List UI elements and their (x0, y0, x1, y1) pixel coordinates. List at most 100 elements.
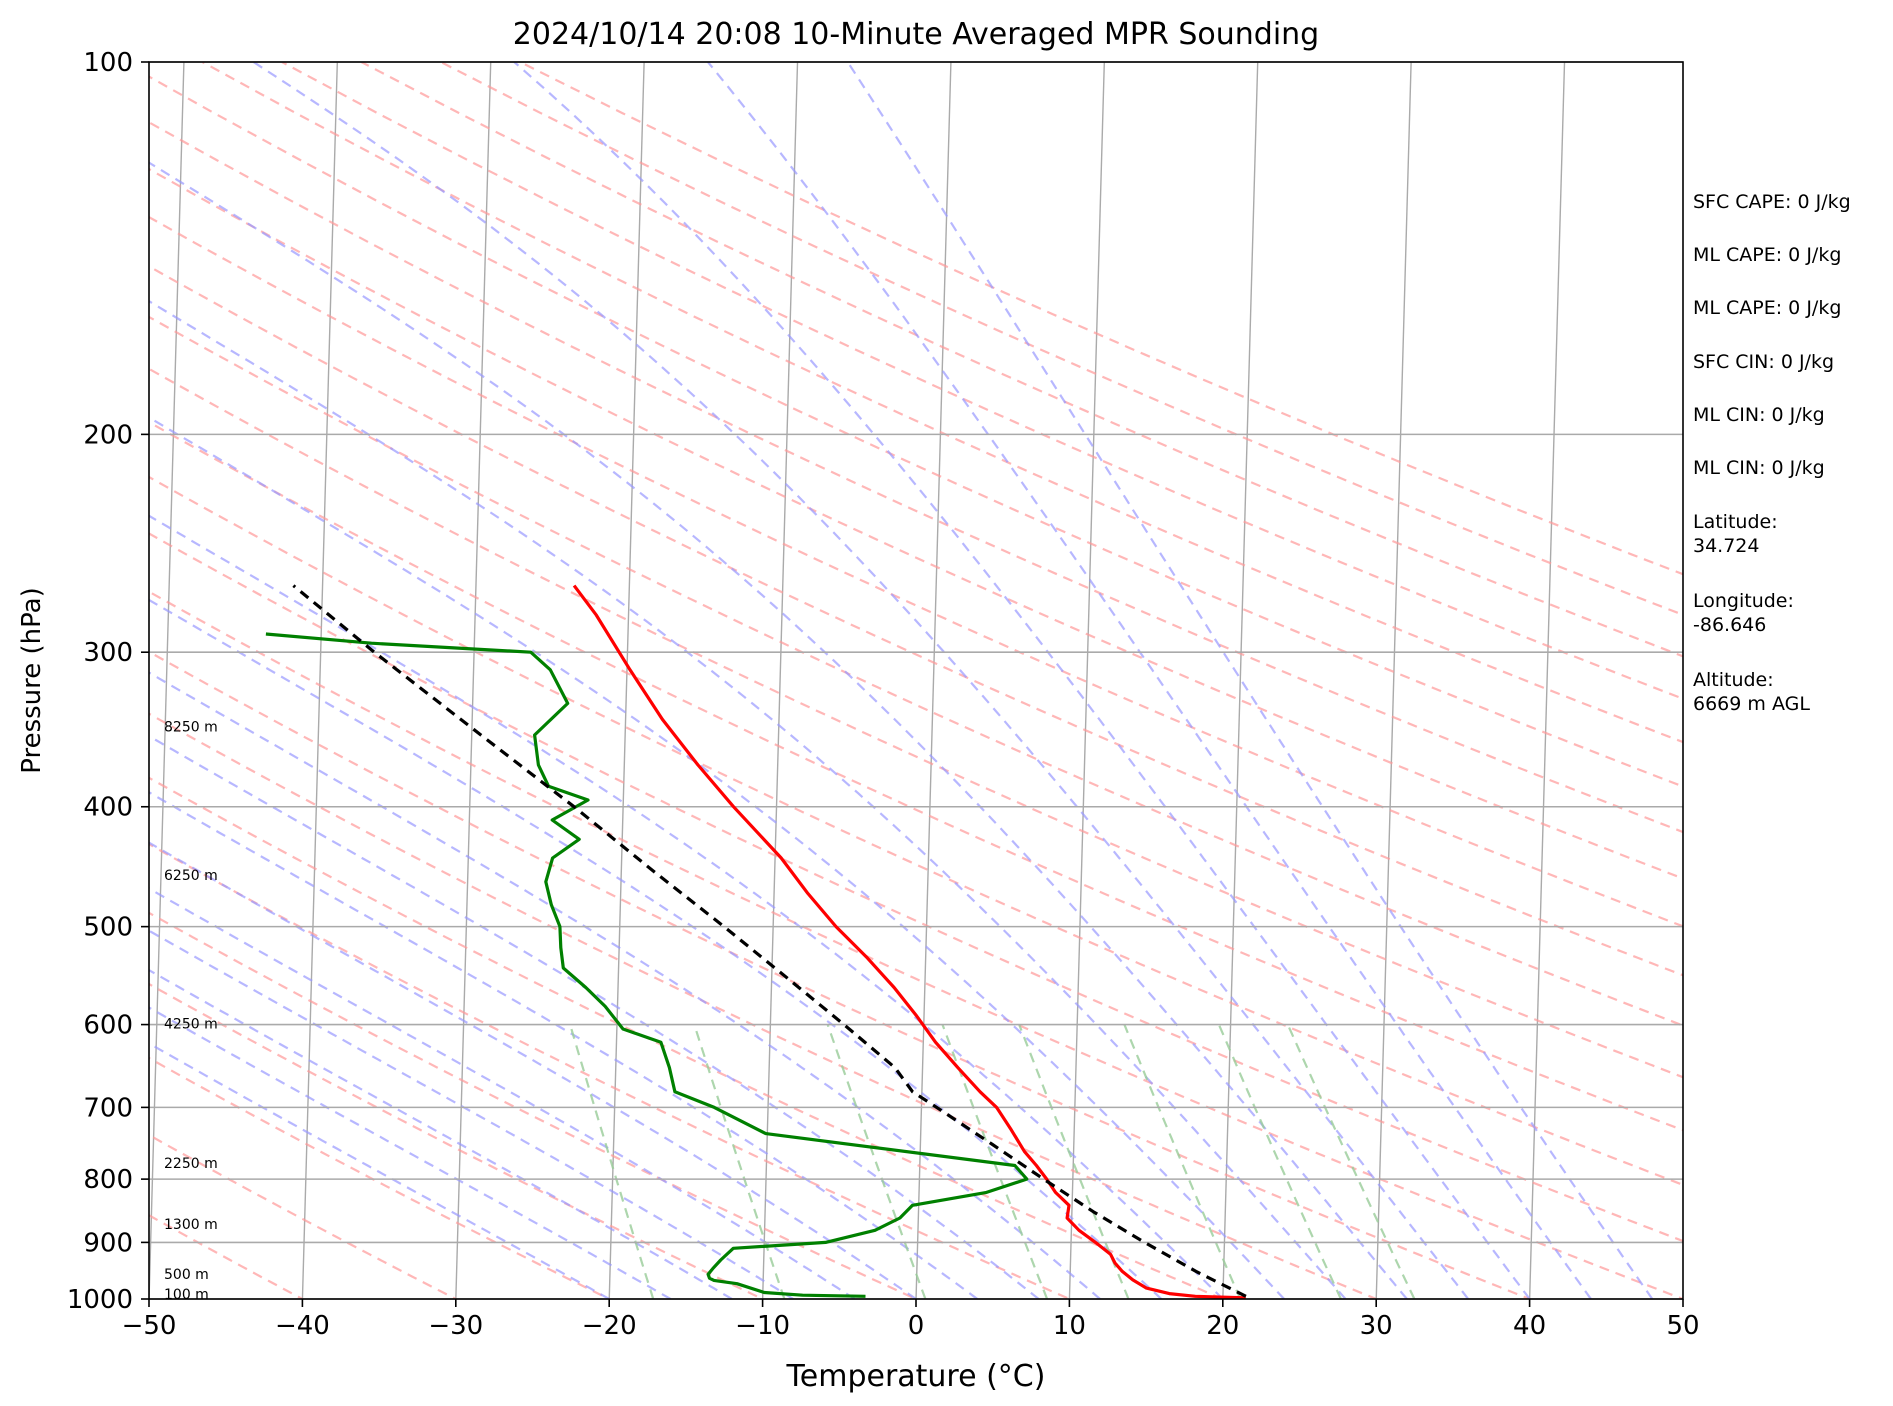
chart-title: 2024/10/14 20:08 10-Minute Averaged MPR … (513, 17, 1319, 52)
sounding-index-text: ML CAPE: 0 J/kg (1693, 297, 1842, 319)
isotherm-line (1068, 62, 1106, 1299)
isotherm-line (149, 62, 185, 1299)
dry-adiabat-line (149, 367, 1683, 1079)
data-series (265, 584, 1247, 1299)
moist-adiabat-line (846, 62, 1654, 1299)
x-tick-label: −20 (582, 1311, 637, 1341)
moist-adiabat-line (149, 671, 1101, 1299)
mixing-ratio-line (1286, 1024, 1416, 1299)
mixing-ratio-line (1123, 1024, 1242, 1299)
x-tick-label: −50 (122, 1311, 177, 1341)
dry-adiabat-line (440, 62, 1683, 617)
moist-adiabat-line (149, 734, 1040, 1299)
y-tick-label: 1000 (67, 1285, 133, 1315)
dry-adiabat-line (149, 650, 1533, 1299)
dry-adiabat-line (149, 1133, 459, 1299)
dry-adiabat-line (149, 215, 1683, 928)
isotherm-line (301, 62, 339, 1299)
moist-adiabat-line (149, 841, 917, 1299)
dry-adiabat-line (149, 712, 1380, 1299)
x-tick-label: −40 (275, 1311, 330, 1341)
y-tick-label: 700 (83, 1093, 133, 1123)
dry-adiabat-line (149, 420, 1683, 1132)
height-label: 4250 m (164, 1017, 218, 1033)
moist-adiabat-line (707, 62, 1592, 1299)
isotherm-line (1222, 62, 1259, 1299)
moist-adiabat-line (149, 968, 733, 1299)
moist-adiabat-line (149, 887, 856, 1299)
dry-adiabat-line (149, 911, 919, 1299)
y-axis-label: Pressure (hPa) (17, 587, 47, 774)
dry-adiabat-line (149, 315, 1683, 1027)
x-tick-label: 20 (1206, 1311, 1239, 1341)
sounding-index-text: SFC CAPE: 0 J/kg (1693, 191, 1851, 213)
height-label: 6250 m (164, 868, 218, 884)
isotherm-line (915, 62, 952, 1299)
labels: −50 −40 −30 −20 −10 0 10 20 30 40 50 100 200 300 400 50… (17, 17, 1700, 1394)
dry-adiabat-line (149, 590, 1683, 1299)
isotherm-line (455, 62, 492, 1299)
isotherm-line (1375, 62, 1412, 1299)
dry-adiabat-line (149, 475, 1683, 1187)
height-label: 8250 m (164, 719, 218, 735)
dry-adiabat-line (149, 842, 1073, 1299)
y-tick-label: 600 (83, 1011, 133, 1041)
x-tick-label: 0 (908, 1311, 925, 1341)
moist-adiabat-line (149, 1006, 672, 1299)
parcel-profile-line (292, 584, 1247, 1298)
mixing-ratio-line (693, 1024, 786, 1299)
sounding-index-text: Longitude: -86.646 (1693, 590, 1794, 636)
sounding-index-text: Altitude: 6669 m AGL (1693, 669, 1810, 715)
y-tick-label: 300 (83, 638, 133, 668)
moist-adiabat-line (149, 299, 1347, 1299)
dry-adiabat-line (201, 62, 1683, 744)
x-tick-label: −10 (735, 1311, 790, 1341)
dry-adiabat-line (149, 532, 1683, 1243)
x-tick-label: 10 (1053, 1311, 1086, 1341)
dry-adiabat-line (149, 167, 1683, 880)
sounding-index-text: ML CIN: 0 J/kg (1693, 457, 1825, 479)
mixing-ratio-line (1217, 1024, 1342, 1299)
y-tick-label: 900 (83, 1228, 133, 1258)
y-tick-label: 200 (83, 420, 133, 450)
isotherm-line (761, 62, 799, 1299)
dry-adiabat-line (149, 265, 1683, 977)
dry-adiabat-line (149, 121, 1683, 834)
isotherm-line (608, 62, 645, 1299)
temperature-line (572, 584, 1246, 1299)
sounding-index-text: Latitude: 34.724 (1693, 511, 1778, 557)
dry-adiabat-line (149, 776, 1226, 1299)
dewpoint-line (265, 632, 1029, 1298)
moist-adiabat-line (149, 598, 1163, 1299)
x-axis-label: Temperature (°C) (786, 1359, 1046, 1394)
dry-adiabat-line (149, 75, 1683, 788)
y-tick-label: 800 (83, 1165, 133, 1195)
moist-adiabat-line (149, 791, 979, 1299)
x-tick-label: 50 (1666, 1311, 1699, 1341)
sounding-index-text: ML CAPE: 0 J/kg (1693, 244, 1842, 266)
x-tick-label: 30 (1360, 1311, 1393, 1341)
moist-adiabat-line (149, 416, 1285, 1299)
height-label: 500 m (164, 1267, 209, 1283)
height-label: 1300 m (164, 1217, 218, 1233)
dry-adiabat-line (519, 62, 1683, 576)
dry-adiabat-line (149, 982, 766, 1299)
x-tick-label: 40 (1513, 1311, 1546, 1341)
mixing-ratio-line (569, 1024, 655, 1299)
isotherm-line (1528, 62, 1566, 1299)
y-tick-label: 100 (83, 48, 133, 78)
background-lines (149, 34, 1872, 1325)
moist-adiabat-line (252, 62, 1470, 1299)
isotherm-line (1836, 34, 1872, 1325)
height-label: 100 m (164, 1287, 209, 1303)
y-tick-label: 400 (83, 793, 133, 823)
axes (141, 61, 1684, 1307)
sounding-index-text: ML CIN: 0 J/kg (1693, 404, 1825, 426)
x-tick-label: −30 (428, 1311, 483, 1341)
y-tick-label: 500 (83, 913, 133, 943)
sounding-index-text: SFC CIN: 0 J/kg (1693, 351, 1835, 373)
moist-adiabat-line (149, 514, 1224, 1299)
height-label: 2250 m (164, 1156, 218, 1172)
moist-adiabat-line (149, 929, 794, 1299)
